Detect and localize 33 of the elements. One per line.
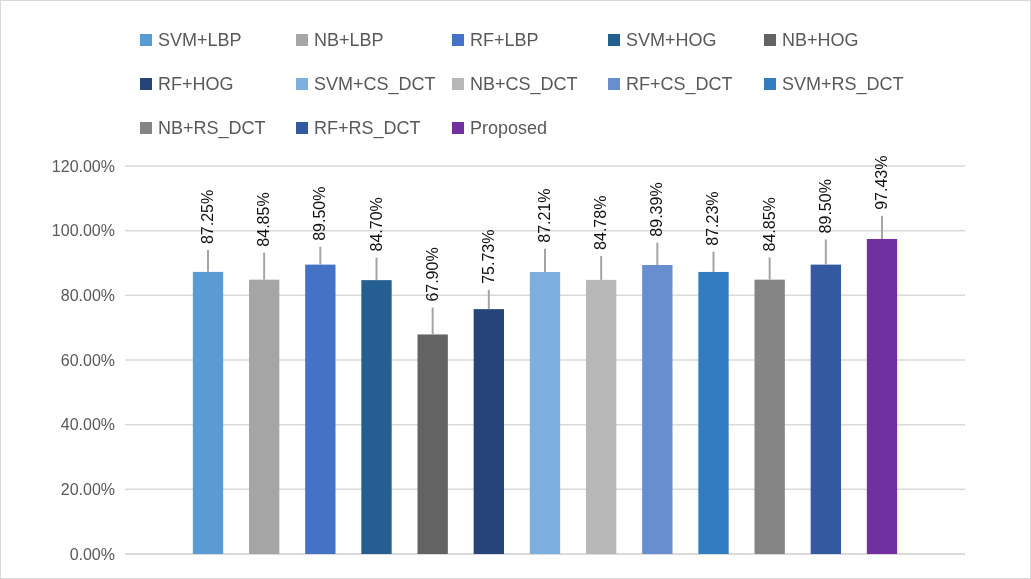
legend-label: SVM+LBP bbox=[158, 30, 242, 51]
data-label: 89.39% bbox=[648, 182, 666, 237]
legend-label: NB+CS_DCT bbox=[470, 74, 578, 96]
data-label: 84.85% bbox=[760, 197, 778, 252]
y-tick-label: 60.00% bbox=[60, 351, 115, 369]
legend-label: Proposed bbox=[470, 118, 548, 139]
legend-label: RF+CS_DCT bbox=[626, 74, 733, 96]
data-label: 75.73% bbox=[479, 229, 497, 284]
data-label: 87.25% bbox=[199, 189, 216, 245]
y-tick-label: 120.00% bbox=[51, 157, 115, 175]
legend-label: RF+LBP bbox=[470, 30, 539, 51]
data-label: 89.50% bbox=[311, 186, 329, 241]
data-label: 97.43% bbox=[873, 155, 890, 210]
data-label: 89.50% bbox=[816, 179, 834, 234]
data-label: 84.78% bbox=[592, 195, 610, 250]
data-label: 67.90% bbox=[423, 247, 441, 302]
y-tick-label: 100.00% bbox=[51, 222, 115, 240]
data-label: 84.70% bbox=[367, 197, 385, 252]
legend-label: SVM+HOG bbox=[626, 30, 717, 51]
y-tick-label: 20.00% bbox=[60, 480, 115, 498]
legend-label: RF+HOG bbox=[158, 74, 234, 95]
data-label: 87.21% bbox=[536, 188, 553, 243]
data-label: 84.85% bbox=[255, 192, 273, 247]
y-tick-label: 80.00% bbox=[60, 286, 115, 304]
legend-label: SVM+RS_DCT bbox=[782, 74, 904, 96]
legend-label: NB+LBP bbox=[314, 30, 384, 51]
legend-label: RF+RS_DCT bbox=[314, 118, 421, 140]
y-tick-label: 0.00% bbox=[69, 545, 115, 563]
legend-label: NB+HOG bbox=[782, 30, 859, 51]
legend-label: SVM+CS_DCT bbox=[314, 74, 436, 96]
y-tick-label: 40.00% bbox=[60, 416, 115, 434]
legend-label: NB+RS_DCT bbox=[158, 118, 266, 140]
data-label: 87.23% bbox=[704, 191, 722, 246]
